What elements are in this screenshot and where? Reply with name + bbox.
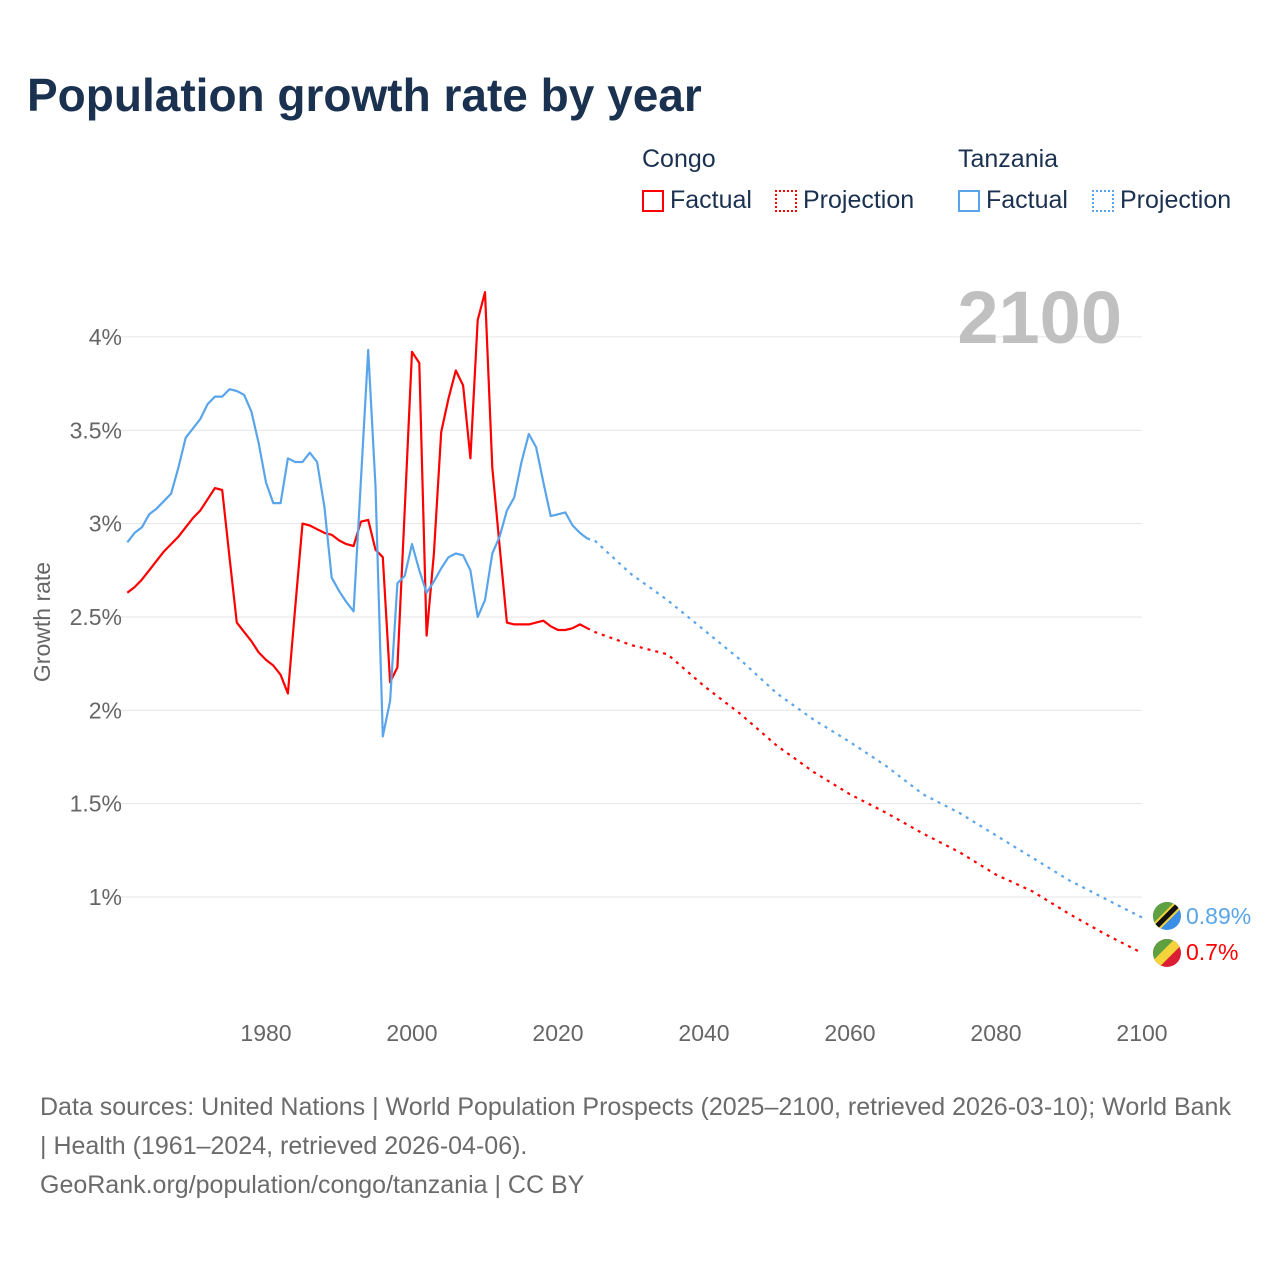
legend-tanzania-factual[interactable]: Factual: [958, 186, 1068, 215]
congo-projection-line: [586, 627, 1143, 954]
legend-swatch-solid: [642, 189, 664, 212]
legend-tanzania-projection[interactable]: Projection: [1092, 186, 1231, 215]
legend-swatch-dotted: [775, 189, 797, 212]
legend-label: Projection: [803, 186, 915, 214]
tanzania-factual-line: [126, 348, 588, 738]
y-tick-label: 1.5%: [70, 791, 122, 817]
legend-label: Factual: [986, 186, 1068, 214]
y-tick-label: 4%: [89, 324, 122, 350]
legend-label: Factual: [670, 186, 752, 214]
y-tick-label: 2.5%: [70, 604, 122, 630]
y-tick-label: 3.5%: [70, 417, 122, 443]
credit-link[interactable]: GeoRank.org/population/congo/tanzania | …: [40, 1171, 585, 1199]
x-tick-label: 2020: [532, 1020, 583, 1046]
legend-congo-projection[interactable]: Projection: [775, 186, 914, 215]
y-tick-label: 2%: [89, 697, 122, 723]
tanzania-projection-line: [586, 537, 1143, 919]
x-tick-label: 1980: [240, 1020, 291, 1046]
congo-flag-icon: [1153, 939, 1181, 967]
x-tick-label: 2000: [386, 1020, 437, 1046]
congo-factual-line: [126, 291, 588, 695]
y-tick-label: 3%: [89, 511, 122, 537]
x-tick-label: 2060: [824, 1020, 875, 1046]
x-tick-label: 2100: [1116, 1020, 1167, 1046]
legend-group-congo: Congo: [642, 145, 716, 173]
legend-swatch-solid: [958, 189, 980, 212]
legend-congo-factual[interactable]: Factual: [642, 186, 752, 215]
legend-group-tanzania: Tanzania: [958, 145, 1059, 173]
footer: Data sources: United Nations | World Pop…: [40, 1088, 1240, 1205]
year-label: 2100: [957, 276, 1122, 359]
y-axis-label: Growth rate: [29, 562, 55, 682]
x-tick-label: 2040: [678, 1020, 729, 1046]
legend-swatch-dotted: [1092, 189, 1114, 212]
x-tick-label: 2080: [970, 1020, 1021, 1046]
legend-label: Projection: [1120, 186, 1232, 214]
congo-end-label: 0.7%: [1186, 939, 1238, 965]
chart-title: Population growth rate by year: [27, 69, 702, 121]
y-tick-label: 1%: [89, 884, 122, 910]
tanzania-end-label: 0.89%: [1186, 903, 1251, 929]
data-sources: Data sources: United Nations | World Pop…: [40, 1093, 1231, 1160]
tanzania-flag-icon: [1153, 902, 1181, 930]
